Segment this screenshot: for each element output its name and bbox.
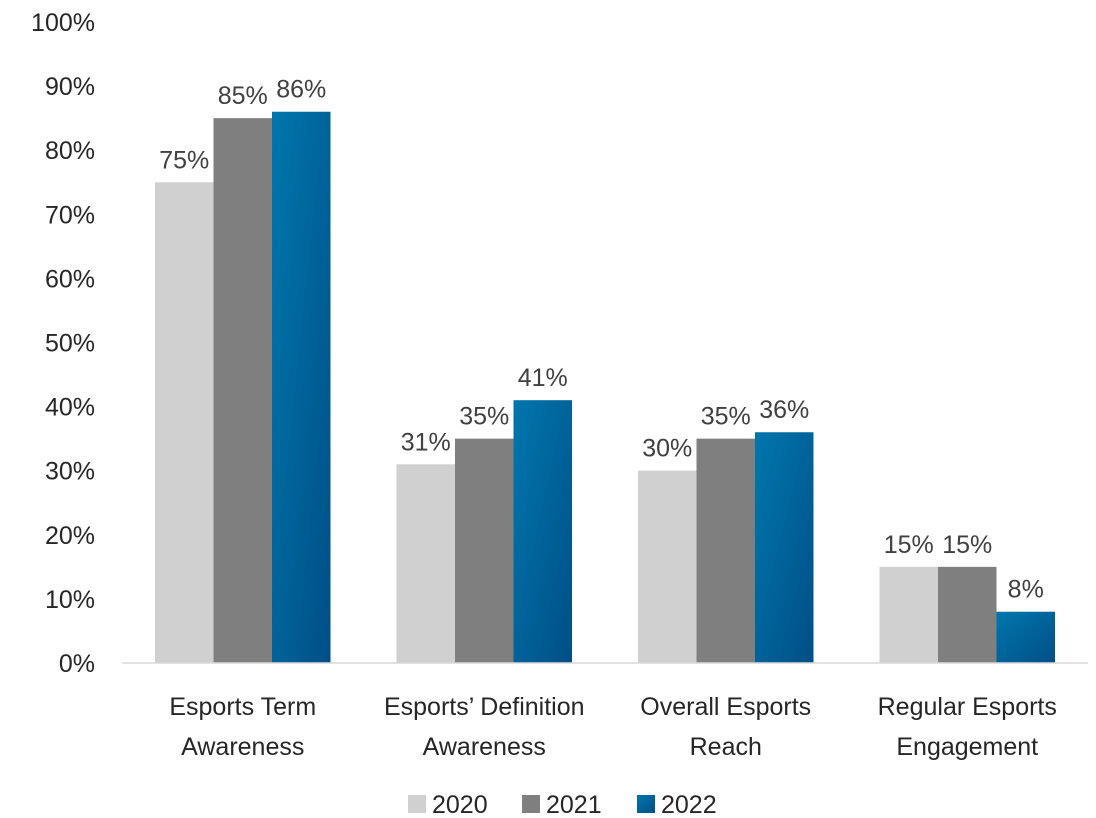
data-label: 15%: [942, 531, 992, 559]
data-label: 86%: [276, 76, 326, 104]
legend-label: 2022: [661, 791, 717, 818]
category-label: Regular Esports: [878, 693, 1057, 721]
bar-2020: [396, 464, 455, 663]
bar-2021: [696, 438, 755, 663]
y-tick-label: 90%: [45, 73, 95, 101]
bar-groups: [155, 111, 1055, 664]
data-label: 31%: [401, 428, 451, 456]
bar-2022: [272, 111, 331, 664]
category-label: Awareness: [423, 733, 546, 761]
data-label: 30%: [642, 435, 692, 463]
data-label: 36%: [759, 396, 809, 424]
bar-2021: [213, 118, 272, 663]
category-label: Overall Esports: [640, 693, 811, 721]
data-label: 8%: [1008, 576, 1044, 604]
y-tick-label: 0%: [59, 650, 95, 678]
category-labels: Esports Term Awareness Esports’ Definition…: [169, 693, 1057, 761]
data-labels: 75% 85% 86% 31% 35% 41% 30% 35% 36% 15% 15% 8%: [159, 76, 1044, 604]
y-tick-label: 80%: [45, 137, 95, 165]
y-tick-label: 60%: [45, 265, 95, 293]
legend: 2020 2021 2022: [408, 791, 717, 818]
y-tick-label: 20%: [45, 522, 95, 550]
legend-swatch-2020: [408, 795, 426, 813]
legend-swatch-2022: [637, 795, 655, 813]
bar-2022: [513, 400, 572, 663]
data-label: 35%: [701, 403, 751, 431]
data-label: 75%: [159, 146, 209, 174]
bar-2022: [755, 432, 814, 663]
bar-2022: [996, 611, 1055, 663]
y-tick-label: 50%: [45, 330, 95, 358]
data-label: 15%: [884, 531, 934, 559]
data-label: 35%: [459, 403, 509, 431]
legend-label: 2021: [546, 791, 602, 818]
y-tick-label: 30%: [45, 458, 95, 486]
category-label: Engagement: [896, 733, 1038, 761]
bar-2021: [455, 438, 514, 663]
y-tick-label: 40%: [45, 394, 95, 422]
bar-2020: [155, 182, 214, 663]
data-label: 85%: [218, 82, 268, 110]
y-tick-label: 10%: [45, 586, 95, 614]
data-label: 41%: [518, 364, 568, 392]
y-axis-tick-labels: 0% 10% 20% 30% 40% 50% 60% 70% 80% 90% 100%: [31, 9, 95, 678]
category-label: Esports’ Definition: [384, 693, 585, 721]
legend-label: 2020: [432, 791, 488, 818]
category-label: Reach: [690, 733, 762, 761]
y-tick-label: 100%: [31, 9, 95, 37]
category-label: Esports Term: [169, 693, 316, 721]
bar-2021: [938, 566, 997, 663]
legend-swatch-2021: [522, 795, 540, 813]
category-label: Awareness: [181, 733, 304, 761]
bar-2020: [638, 470, 697, 663]
y-tick-label: 70%: [45, 201, 95, 229]
bar-2020: [879, 566, 938, 663]
